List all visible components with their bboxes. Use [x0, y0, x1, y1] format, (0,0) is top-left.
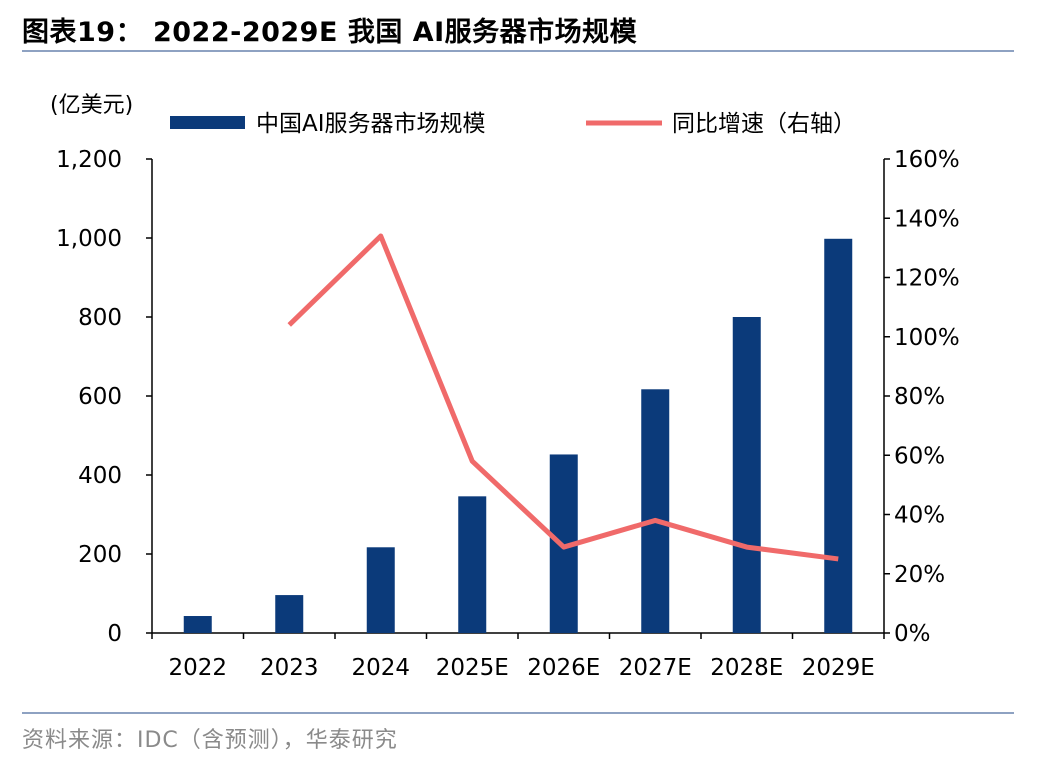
- bar: [366, 547, 395, 633]
- legend-label-bar: 中国AI服务器市场规模: [256, 111, 486, 137]
- legend-swatch-bar: [170, 116, 245, 129]
- right-axis-tick-label: 40%: [894, 503, 945, 529]
- x-axis-tick-label: 2022: [168, 655, 227, 681]
- right-axis-tick-label: 160%: [894, 147, 960, 173]
- axes: 0 200 400 600 800 1,000 1,200 0% 20% 40% 60% 80% 100…: [56, 147, 960, 681]
- title-divider: [22, 50, 1014, 52]
- bar: [824, 238, 853, 634]
- left-axis-tick-label: 1,200: [56, 147, 122, 173]
- x-axis-tick-label: 2028E: [710, 655, 783, 681]
- x-axis-tick-label: 2023: [260, 655, 319, 681]
- figure-title: 图表19： 2022-2029E 我国 AI服务器市场规模: [22, 17, 638, 48]
- bar: [732, 317, 761, 633]
- x-axis-tick-label: 2027E: [619, 655, 692, 681]
- left-axis-tick-label: 200: [78, 542, 122, 568]
- left-axis-unit-label: (亿美元): [50, 93, 133, 118]
- left-axis-tick-label: 600: [78, 384, 122, 410]
- left-axis-tick-label: 0: [107, 621, 122, 647]
- x-axis-tick-label: 2024: [351, 655, 410, 681]
- source-note: 资料来源：IDC（含预测），华泰研究: [22, 728, 398, 753]
- right-axis-tick-label: 60%: [894, 443, 945, 469]
- right-axis-tick-label: 80%: [894, 384, 945, 410]
- x-axis-tick-label: 2026E: [527, 655, 600, 681]
- left-axis-tick-label: 400: [78, 463, 122, 489]
- bar: [183, 616, 212, 633]
- x-axis-tick-label: 2029E: [802, 655, 875, 681]
- footer-divider: [22, 712, 1014, 714]
- bar: [275, 595, 304, 633]
- right-axis-tick-label: 140%: [894, 206, 960, 232]
- bar: [641, 389, 670, 633]
- left-axis-tick-label: 800: [78, 305, 122, 331]
- right-axis-tick-label: 120%: [894, 266, 960, 292]
- right-axis-tick-label: 20%: [894, 562, 945, 588]
- growth-line: [287, 233, 839, 562]
- legend-label-line: 同比增速（右轴）: [672, 111, 856, 137]
- left-axis-tick-label: 1,000: [56, 226, 122, 252]
- x-axis-tick-label: 2025E: [436, 655, 509, 681]
- bar-series: [183, 238, 853, 634]
- bar: [458, 496, 487, 633]
- right-axis-tick-label: 0%: [894, 621, 931, 647]
- line-series: [287, 233, 839, 562]
- legend: (亿美元) 中国AI服务器市场规模 同比增速（右轴）: [50, 93, 856, 137]
- right-axis-tick-label: 100%: [894, 325, 960, 351]
